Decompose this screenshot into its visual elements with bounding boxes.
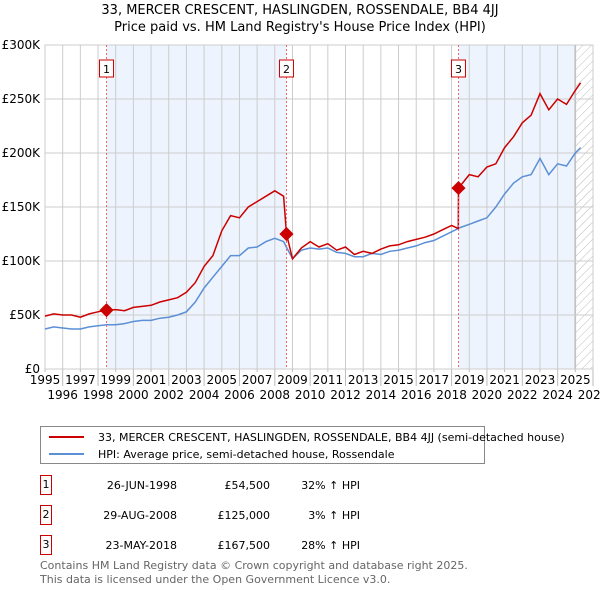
x-tick-label: 2002 <box>153 388 184 402</box>
x-tick-label: 1996 <box>47 388 78 402</box>
y-tick-label: £200K <box>2 146 42 160</box>
legend-property: 33, MERCER CRESCENT, HASLINGDEN, ROSSEND… <box>98 430 565 444</box>
sale-point <box>99 303 114 318</box>
sale-hpi: 28% ↑ HPI <box>301 539 360 552</box>
plot-border <box>44 44 594 370</box>
footer-copyright: Contains HM Land Registry data © Crown c… <box>40 559 468 572</box>
x-tick-label: 2009 <box>277 373 308 387</box>
legend-hpi: HPI: Average price, semi-detached house,… <box>98 447 395 461</box>
sale-price: £54,500 <box>224 479 271 492</box>
x-tick-label: 2018 <box>436 388 467 402</box>
sale-marker: 2 <box>40 505 52 525</box>
y-tick-label: £100K <box>2 254 42 268</box>
y-tick-label: £250K <box>2 92 42 106</box>
sale-point <box>279 226 294 242</box>
x-tick-label: 2014 <box>366 388 397 402</box>
sale-date: 29-AUG-2008 <box>103 509 177 522</box>
sale-row: 1 26-JUN-1998 £54,500 32% ↑ HPI <box>40 475 440 495</box>
x-tick-label: 2025 <box>560 373 591 387</box>
price-chart: 1 2 31995199619971998199920002001200220032… <box>2 38 600 402</box>
x-tick-label: 2013 <box>348 373 379 387</box>
y-tick-label: £0 <box>25 362 40 376</box>
legend-red-line <box>49 436 84 438</box>
sale-marker: 3 <box>40 535 52 555</box>
x-tick-label: 2010 <box>295 388 326 402</box>
x-tick-label: 1997 <box>65 373 96 387</box>
x-tick-label: 2016 <box>401 388 432 402</box>
x-tick-label: 2015 <box>383 373 414 387</box>
sale-point <box>451 181 466 196</box>
x-tick-label: 2026 <box>578 388 600 402</box>
x-tick-label: 2007 <box>242 373 273 387</box>
property-price-line <box>44 82 582 318</box>
x-tick-label: 2024 <box>542 388 573 402</box>
sale-label: 3 <box>455 63 462 76</box>
x-tick-label: 1998 <box>83 388 114 402</box>
y-tick-label: £300K <box>2 38 42 52</box>
x-tick-label: 2000 <box>118 388 149 402</box>
x-tick-label: 2005 <box>207 373 238 387</box>
sale-date: 26-JUN-1998 <box>106 479 177 492</box>
x-tick-label: 2011 <box>313 373 344 387</box>
sale-price: £167,500 <box>217 539 271 552</box>
x-tick-label: 2003 <box>171 373 202 387</box>
sale-row: 3 23-MAY-2018 £167,500 28% ↑ HPI <box>40 535 440 555</box>
x-tick-label: 2008 <box>260 388 291 402</box>
sale-label-box <box>99 59 115 78</box>
chart-title: 33, MERCER CRESCENT, HASLINGDEN, ROSSEND… <box>101 3 499 18</box>
x-tick-label: 2019 <box>454 373 485 387</box>
sale-marker: 1 <box>40 475 52 495</box>
chart-subtitle: Price paid vs. HM Land Registry's House … <box>114 20 486 35</box>
x-tick-label: 1999 <box>100 373 131 387</box>
x-tick-label: 2006 <box>224 388 255 402</box>
x-tick-label: 2023 <box>525 373 556 387</box>
sale-label: 1 <box>103 63 110 76</box>
sale-label-box <box>278 59 294 78</box>
sale-hpi: 3% ↑ HPI <box>308 509 360 522</box>
x-tick-label: 1995 <box>30 373 61 387</box>
x-tick-label: 2021 <box>489 373 520 387</box>
legend-blue-line <box>49 453 84 455</box>
y-tick-label: £150K <box>2 200 42 214</box>
x-tick-label: 2017 <box>419 373 450 387</box>
hpi-line <box>44 147 582 330</box>
sale-row: 2 29-AUG-2008 £125,000 3% ↑ HPI <box>40 505 440 525</box>
legend: 33, MERCER CRESCENT, HASLINGDEN, ROSSEND… <box>40 426 565 464</box>
x-tick-label: 2001 <box>136 373 167 387</box>
y-tick-label: £50K <box>9 308 41 322</box>
sale-date: 23-MAY-2018 <box>105 539 177 552</box>
sale-hpi: 32% ↑ HPI <box>301 479 360 492</box>
sale-price: £125,000 <box>217 509 271 522</box>
footer: Contains HM Land Registry data © Crown c… <box>40 559 468 587</box>
x-tick-label: 2022 <box>507 388 538 402</box>
x-tick-label: 2004 <box>189 388 220 402</box>
sale-label-box <box>450 59 466 78</box>
footer-licence: This data is licensed under the Open Gov… <box>40 573 391 586</box>
x-tick-label: 2020 <box>472 388 503 402</box>
sale-label: 2 <box>283 63 290 76</box>
x-tick-label: 2012 <box>330 388 361 402</box>
